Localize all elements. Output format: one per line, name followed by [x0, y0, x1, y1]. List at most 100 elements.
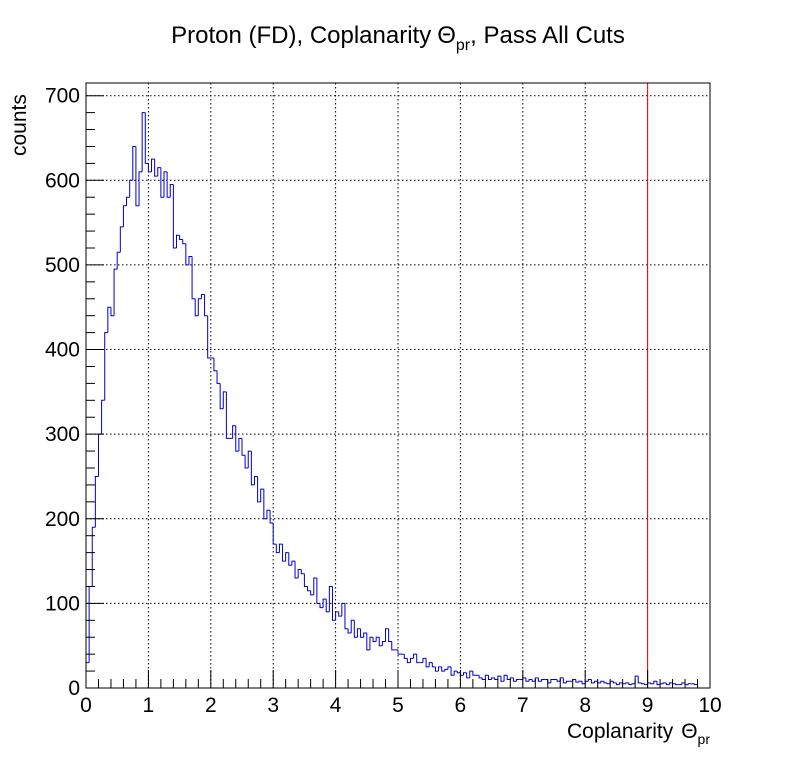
histogram-bin [581, 681, 586, 685]
x-tick-label: 0 [80, 694, 92, 717]
y-tick-labels: 0 100 200 300 400 500 600 700 [45, 85, 80, 700]
histogram-bin [416, 654, 420, 664]
histogram-bin [119, 226, 124, 253]
histogram-bin [497, 675, 501, 680]
histogram-bin [347, 628, 352, 634]
histogram-bin [447, 666, 452, 670]
histogram-bin [565, 680, 570, 683]
histogram-bin [606, 682, 611, 685]
histogram-bin [126, 196, 130, 206]
histogram-bin [260, 488, 264, 502]
histogram-bin [456, 671, 461, 674]
x-tick-label: 10 [698, 694, 721, 717]
histogram-bin [494, 677, 498, 681]
axis-ticks [85, 95, 711, 689]
histogram-bin [257, 476, 261, 503]
histogram-bin [469, 670, 473, 678]
histogram-bin [244, 455, 249, 469]
y-tick-label: 300 [45, 423, 80, 446]
histogram-bin [541, 679, 545, 682]
histogram-bin [216, 370, 221, 384]
histogram-bin [157, 167, 161, 177]
histogram-bin [335, 611, 339, 621]
histogram-bin [631, 683, 636, 685]
histogram-bin [403, 654, 408, 659]
histogram-bin [225, 391, 230, 439]
histogram-bin [516, 679, 520, 682]
chart-title-main: Proton (FD), Coplanarity [171, 22, 431, 49]
x-axis-label-symbol: Θ [681, 720, 697, 743]
histogram-bin [275, 544, 280, 554]
histogram-bin [341, 602, 345, 617]
histogram-bin [263, 489, 267, 520]
x-axis-label-subscript: pr [698, 731, 711, 747]
histogram-bin [88, 585, 93, 663]
chart-title-symbol: Θ [437, 22, 456, 49]
histogram-bin [413, 653, 417, 659]
histogram-bin [628, 682, 632, 686]
histogram-bin [391, 641, 395, 651]
histogram-bin [331, 586, 336, 621]
histogram-bin [291, 560, 296, 566]
histogram-bin [207, 315, 211, 359]
y-tick-label: 500 [45, 254, 80, 277]
histogram-bin [247, 450, 252, 468]
chart-title: Proton (FD), Coplanarity Θpr, Pass All Cu… [171, 22, 625, 54]
histogram-bin [350, 619, 355, 633]
histogram-bin [425, 658, 430, 668]
x-tick-label: 4 [330, 694, 342, 717]
x-tick-label: 1 [143, 694, 155, 717]
x-tick-label: 8 [579, 694, 591, 717]
histogram-bin [478, 675, 483, 679]
histogram-bin [185, 243, 189, 266]
x-tick-labels: 0 1 2 3 4 5 6 7 8 9 10 [80, 694, 722, 717]
histogram-bin [484, 674, 489, 680]
histogram-bin [360, 628, 364, 638]
histogram-bin [366, 633, 370, 651]
histogram-bin [135, 146, 140, 207]
histogram-bin [590, 679, 595, 684]
histogram-bin [179, 235, 183, 241]
histogram-bin [278, 543, 283, 553]
histogram-bin [528, 679, 533, 682]
histogram-bin [222, 391, 227, 409]
y-tick-label: 600 [45, 169, 80, 192]
histogram-bin [310, 590, 314, 596]
histogram-bin [587, 679, 592, 682]
histogram-bin [160, 167, 164, 198]
histogram-bin [204, 294, 208, 317]
histogram-bin [107, 306, 111, 333]
histogram-bin [612, 681, 617, 684]
plot-frame [85, 82, 711, 689]
histogram-bin [344, 603, 349, 630]
y-tick-label: 400 [45, 339, 80, 362]
histogram-bin [116, 251, 121, 270]
histogram-bin [693, 683, 698, 686]
histogram-bin [325, 599, 330, 613]
grid-lines [86, 83, 710, 688]
histogram-bin [619, 682, 623, 685]
y-tick-label: 100 [45, 592, 80, 615]
histogram-bin [444, 668, 448, 672]
histogram-bin [369, 636, 374, 650]
histogram-bin [665, 682, 670, 686]
y-axis-label: counts [8, 94, 31, 156]
histogram-bin [653, 680, 657, 684]
histogram-bin [282, 544, 286, 562]
histogram-bin [97, 433, 102, 477]
histogram-bin [406, 658, 411, 664]
histogram-bin [338, 611, 342, 617]
histogram-bin [141, 112, 146, 172]
histogram-bin [509, 677, 514, 680]
histogram-bin [300, 569, 305, 575]
histogram-bin [562, 677, 567, 684]
histogram-bin [266, 509, 271, 519]
histogram-bin [144, 112, 149, 164]
histogram-bin [172, 184, 177, 249]
histogram-bin [154, 159, 158, 177]
histogram-bin [285, 552, 289, 562]
histogram-bin [288, 552, 292, 566]
histogram-bin [101, 399, 105, 435]
histogram-bin [272, 523, 277, 545]
x-tick-label: 6 [455, 694, 467, 717]
